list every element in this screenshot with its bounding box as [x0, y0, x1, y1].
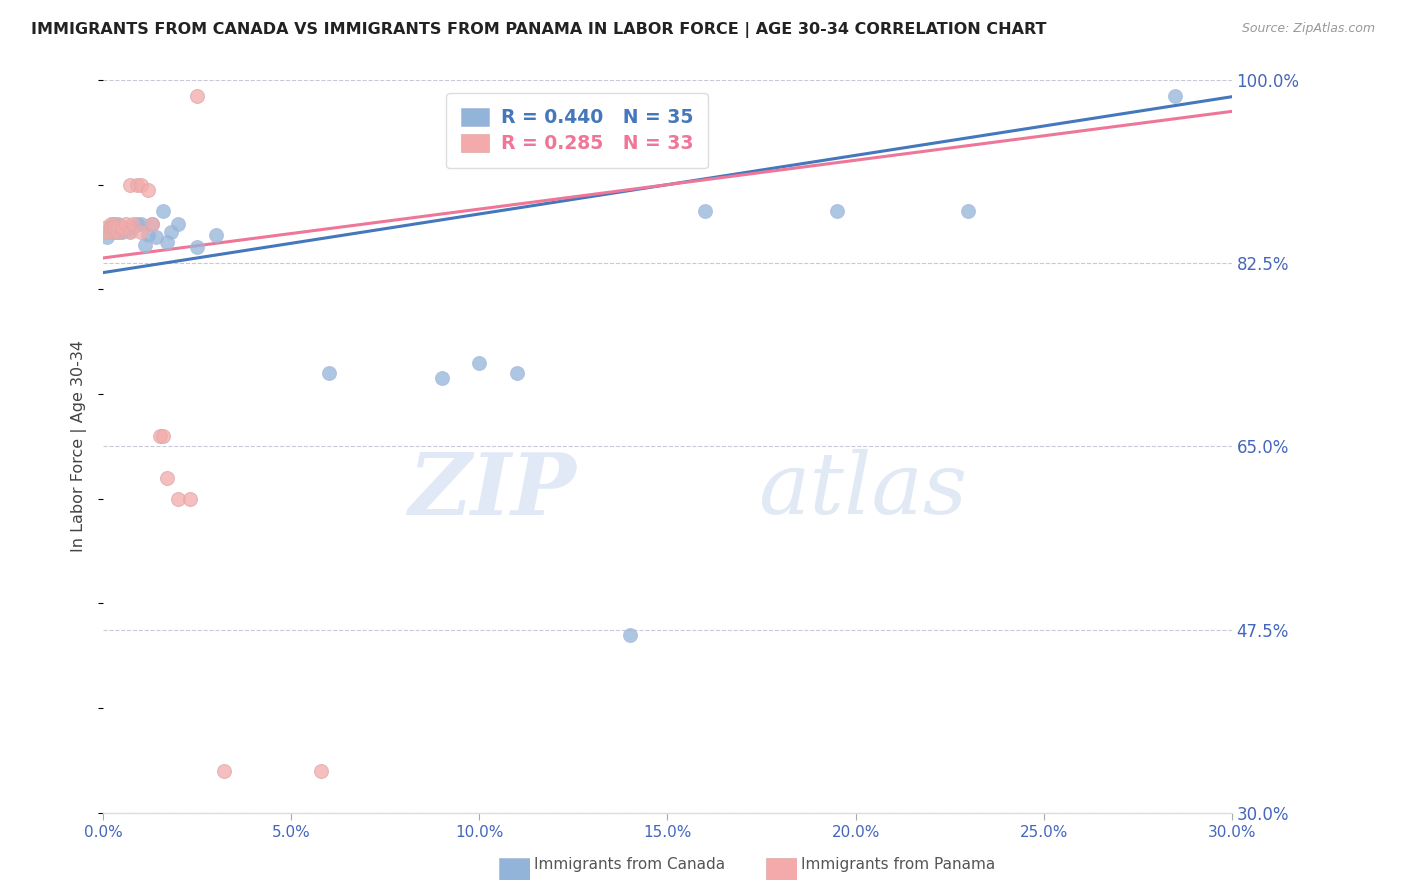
Point: [156, 235, 179, 250]
Point: [693, 203, 716, 218]
Point: [96, 230, 118, 244]
Point: [152, 203, 174, 218]
Point: [103, 219, 125, 234]
Point: [107, 218, 129, 232]
Text: Source: ZipAtlas.com: Source: ZipAtlas.com: [1241, 22, 1375, 36]
Point: [111, 221, 134, 235]
Point: [114, 218, 136, 232]
Point: [111, 225, 134, 239]
Point: [107, 225, 129, 239]
Point: [118, 224, 141, 238]
Point: [167, 491, 190, 506]
Point: [430, 371, 453, 385]
Point: [138, 183, 160, 197]
Text: Immigrants from Panama: Immigrants from Panama: [801, 857, 995, 872]
Point: [212, 764, 235, 778]
Point: [160, 225, 183, 239]
Y-axis label: In Labor Force | Age 30-34: In Labor Force | Age 30-34: [72, 341, 87, 552]
Point: [619, 628, 641, 642]
Point: [100, 221, 122, 235]
Point: [134, 238, 156, 252]
Point: [468, 356, 491, 370]
Text: Immigrants from Canada: Immigrants from Canada: [534, 857, 725, 872]
Point: [186, 88, 208, 103]
Point: [311, 764, 333, 778]
Point: [129, 178, 152, 192]
Point: [167, 218, 190, 232]
Text: ZIP: ZIP: [409, 449, 578, 532]
Text: atlas: atlas: [758, 449, 967, 532]
Point: [103, 221, 125, 235]
Point: [103, 224, 125, 238]
Point: [100, 218, 122, 232]
Point: [100, 219, 122, 234]
Point: [103, 218, 125, 232]
Point: [186, 240, 208, 254]
Point: [103, 219, 125, 234]
Point: [152, 429, 174, 443]
Point: [129, 225, 152, 239]
Point: [100, 219, 122, 234]
Point: [100, 225, 122, 239]
Point: [103, 222, 125, 236]
Point: [825, 203, 848, 218]
Point: [103, 221, 125, 235]
Legend: R = 0.440   N = 35, R = 0.285   N = 33: R = 0.440 N = 35, R = 0.285 N = 33: [446, 93, 709, 169]
Point: [96, 219, 118, 234]
Point: [100, 225, 122, 239]
Point: [205, 227, 228, 242]
Point: [125, 218, 148, 232]
Point: [145, 230, 167, 244]
Point: [156, 471, 179, 485]
Point: [318, 366, 340, 380]
Point: [118, 178, 141, 192]
Point: [114, 221, 136, 235]
Point: [129, 218, 152, 232]
Point: [138, 227, 160, 242]
Point: [111, 219, 134, 234]
Point: [141, 218, 163, 232]
Point: [111, 219, 134, 234]
Point: [122, 218, 145, 232]
Point: [122, 219, 145, 234]
Point: [1164, 88, 1187, 103]
Point: [125, 178, 148, 192]
Point: [103, 225, 125, 239]
Point: [957, 203, 980, 218]
Text: IMMIGRANTS FROM CANADA VS IMMIGRANTS FROM PANAMA IN LABOR FORCE | AGE 30-34 CORR: IMMIGRANTS FROM CANADA VS IMMIGRANTS FRO…: [31, 22, 1046, 38]
Point: [118, 225, 141, 239]
Point: [103, 218, 125, 232]
Point: [141, 218, 163, 232]
Point: [96, 225, 118, 239]
Point: [107, 225, 129, 239]
Point: [506, 366, 529, 380]
Point: [107, 219, 129, 234]
Point: [179, 491, 201, 506]
Point: [149, 429, 172, 443]
Point: [107, 221, 129, 235]
